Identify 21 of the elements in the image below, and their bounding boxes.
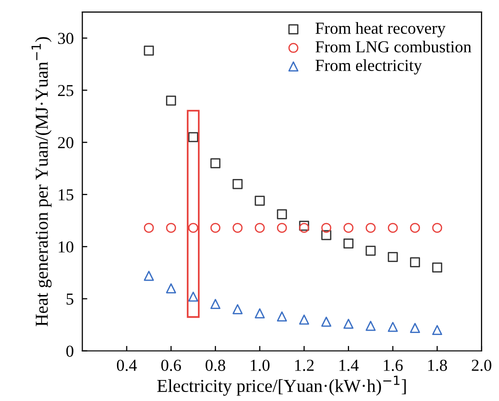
y-axis-title: Heat generation per Yuan/(MJ·Yuan$^{−1}$) <box>32 37 52 326</box>
y-tick-label: 30 <box>58 32 74 44</box>
x-tick-label: 1.6 <box>384 360 403 372</box>
y-tick-label: 5 <box>66 294 74 305</box>
x-tick-label: 1.4 <box>340 360 359 372</box>
x-tick-label: 0.6 <box>161 360 181 372</box>
x-axis-title: Electricity price/[Yuan·(kW·h)$^{−1}$] <box>157 376 406 396</box>
x-tick-label: 1.2 <box>295 360 314 372</box>
x-tick-label: 1.8 <box>428 360 447 372</box>
y-tick-label: 25 <box>58 84 74 96</box>
legend-label: From electricity <box>316 59 422 74</box>
y-tick-label: 15 <box>58 189 74 200</box>
x-tick-label: 1.0 <box>250 360 270 372</box>
y-tick-label: 10 <box>58 241 74 253</box>
legend-label: From LNG combustion <box>316 40 472 52</box>
x-tick-label: 0.8 <box>206 360 226 372</box>
y-tick-label: 0 <box>66 346 74 357</box>
y-tick-label: 20 <box>58 137 74 148</box>
legend-label: From heat recovery <box>316 22 446 38</box>
x-tick-label: 0.4 <box>116 360 137 372</box>
x-tick-label: 2.0 <box>472 360 492 372</box>
